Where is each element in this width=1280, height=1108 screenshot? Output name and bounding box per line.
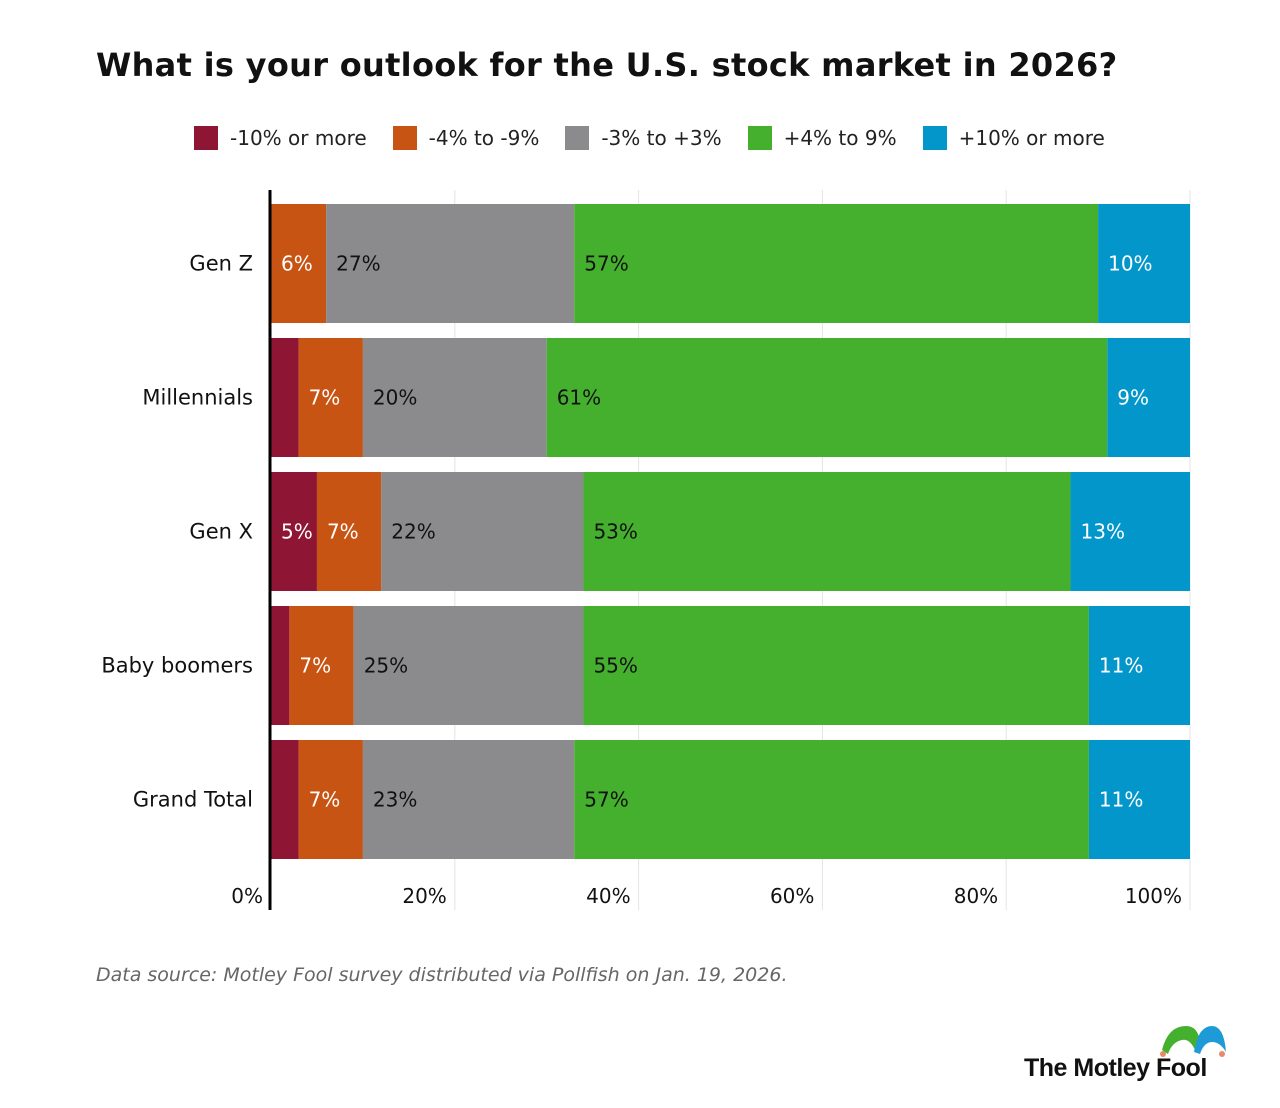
bar-segment — [1107, 338, 1190, 457]
bar-segment — [326, 204, 575, 323]
bar-segment — [362, 740, 575, 859]
category-label: Gen X — [189, 520, 253, 544]
legend-label: -3% to +3% — [601, 126, 722, 150]
data-label: 7% — [327, 520, 359, 544]
legend-item: -3% to +3% — [565, 126, 722, 150]
legend-item: +10% or more — [922, 126, 1105, 150]
category-label: Baby boomers — [101, 654, 253, 678]
data-label: 57% — [584, 788, 628, 812]
bar-segment — [1098, 204, 1190, 323]
bar-segment — [316, 472, 382, 591]
data-label: 11% — [1099, 788, 1143, 812]
data-label: 9% — [1117, 386, 1149, 410]
bar-segment — [298, 338, 363, 457]
motley-fool-logo: The Motley Fool — [1024, 1026, 1226, 1082]
bar-segment — [1088, 740, 1190, 859]
bar-segment — [271, 740, 299, 859]
chart-title: What is your outlook for the U.S. stock … — [96, 46, 1118, 84]
svg-text:The Motley Fool: The Motley Fool — [1024, 1054, 1207, 1082]
data-label: 13% — [1081, 520, 1125, 544]
x-tick-label: 60% — [770, 884, 814, 908]
data-label: 22% — [391, 520, 435, 544]
category-label: Millennials — [142, 386, 253, 410]
legend-item: -10% or more — [194, 126, 367, 150]
bar-segment — [574, 204, 1099, 323]
bar-segment — [381, 472, 584, 591]
x-tick-label: 80% — [954, 884, 998, 908]
legend-swatch — [747, 126, 772, 150]
bar-segment — [583, 472, 1071, 591]
data-label: 20% — [373, 386, 417, 410]
data-label: 61% — [557, 386, 601, 410]
data-label: 23% — [373, 788, 417, 812]
bar-segment — [1088, 606, 1190, 725]
data-label: 53% — [593, 520, 637, 544]
bar-segment — [271, 472, 317, 591]
legend-swatch — [194, 126, 218, 150]
category-label: Gen Z — [189, 252, 253, 276]
legend-label: +4% to 9% — [783, 126, 897, 150]
category-label: Grand Total — [133, 788, 253, 812]
data-label: 11% — [1099, 654, 1143, 678]
legend: -10% or more -4% to -9% -3% to +3% +4% to 9… — [194, 126, 1105, 150]
bar-segment — [583, 606, 1089, 725]
legend-label: +10% or more — [958, 126, 1105, 150]
data-label: 5% — [281, 520, 313, 544]
legend-swatch — [392, 126, 417, 150]
bar-segment — [353, 606, 584, 725]
data-label: 10% — [1108, 252, 1152, 276]
x-tick-label: 40% — [586, 884, 630, 908]
legend-label: -4% to -9% — [428, 126, 540, 150]
bar-segment — [546, 338, 1108, 457]
data-label: 7% — [309, 386, 341, 410]
legend-label: -10% or more — [230, 126, 367, 150]
x-tick-label: 20% — [402, 884, 446, 908]
legend-item: -4% to -9% — [392, 126, 540, 150]
legend-item: +4% to 9% — [747, 126, 897, 150]
data-label: 27% — [336, 252, 380, 276]
bar-segment — [1070, 472, 1190, 591]
data-label: 6% — [281, 252, 313, 276]
stacked-bar-chart: 0% 20% 40% 60% 80% 100% Gen Z 6% 27% 57% 10% Millen… — [101, 190, 1191, 910]
bar-segment — [574, 740, 1089, 859]
data-label: 7% — [299, 654, 331, 678]
x-tick-label: 100% — [1125, 884, 1182, 908]
data-label: 7% — [309, 788, 341, 812]
legend-swatch — [922, 126, 947, 150]
bar-segment — [298, 740, 363, 859]
bar-segment — [362, 338, 547, 457]
x-tick-label: 0% — [231, 884, 263, 908]
data-label: 57% — [584, 252, 628, 276]
bar-segment — [289, 606, 354, 725]
data-source-note: Data source: Motley Fool survey distribu… — [96, 964, 788, 986]
data-label: 25% — [364, 654, 408, 678]
bar-segment — [271, 338, 299, 457]
bar-segment — [271, 606, 290, 725]
bar-segment — [271, 204, 327, 323]
data-label: 55% — [593, 654, 637, 678]
legend-swatch — [565, 126, 590, 150]
